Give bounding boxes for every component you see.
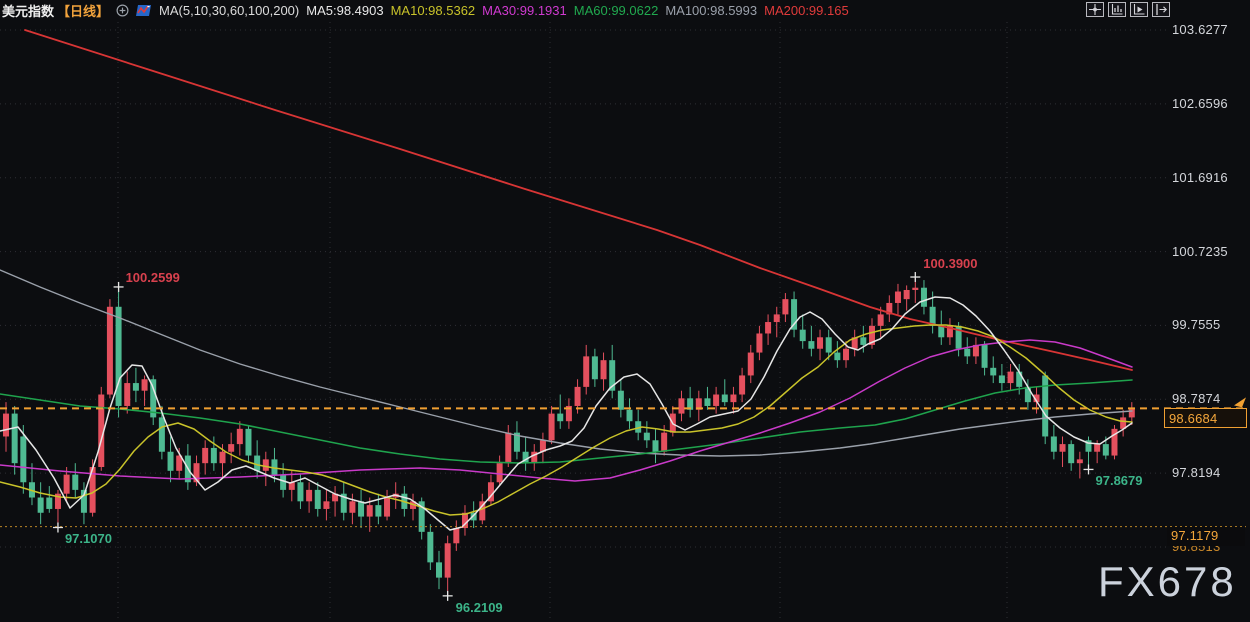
indicator-window-icon[interactable] <box>1108 2 1126 17</box>
extreme-price-annotation: 100.2599 <box>125 269 180 285</box>
ma100-value: MA100:98.5993 <box>665 2 758 18</box>
chart-header: 美元指数 【日线】 MA(5,10,30,60,100,200) MA5:98.4… <box>2 1 849 19</box>
axis-price-label: 98.7874 <box>1172 391 1221 407</box>
ma60-value: MA60:99.0622 <box>573 2 659 18</box>
extreme-price-annotation: 100.3900 <box>923 256 978 272</box>
axis-price-label: 103.6277 <box>1172 22 1228 37</box>
axis-price-label: 99.7555 <box>1172 317 1221 333</box>
axis-price-label: 100.7235 <box>1172 243 1228 259</box>
current-price-box: 98.6684 <box>1164 408 1247 429</box>
chart-logo-icon <box>136 4 152 17</box>
collapse-panel-icon[interactable] <box>1152 2 1170 17</box>
axis-price-label: 102.6596 <box>1172 95 1228 111</box>
symbol-title: 美元指数 <box>2 3 55 19</box>
support-price-label: 97.1179 <box>1167 526 1245 546</box>
extreme-price-annotation: 96.2109 <box>455 599 503 615</box>
axis-price-label: 101.6916 <box>1172 169 1228 185</box>
chart-toolbar <box>1086 2 1170 17</box>
extreme-price-annotation: 97.1070 <box>64 531 112 547</box>
ma5-value: MA5:98.4903 <box>306 2 384 18</box>
ma200-value: MA200:99.165 <box>764 2 849 18</box>
axis-price-label: 97.8194 <box>1172 465 1221 481</box>
ma30-value: MA30:99.1931 <box>482 2 567 18</box>
extreme-price-annotation: 97.8679 <box>1095 473 1143 489</box>
add-indicator-icon[interactable] <box>116 3 129 17</box>
ma10-value: MA10:98.5362 <box>390 2 476 18</box>
ma-settings-label[interactable]: MA(5,10,30,60,100,200) <box>159 2 300 18</box>
price-alert-arrow-icon <box>1234 397 1246 408</box>
play-panel-icon[interactable] <box>1130 2 1148 17</box>
move-crosshair-icon[interactable] <box>1086 2 1104 17</box>
period-label: 【日线】 <box>57 3 110 19</box>
watermark-logo: FX678 <box>1098 558 1237 605</box>
